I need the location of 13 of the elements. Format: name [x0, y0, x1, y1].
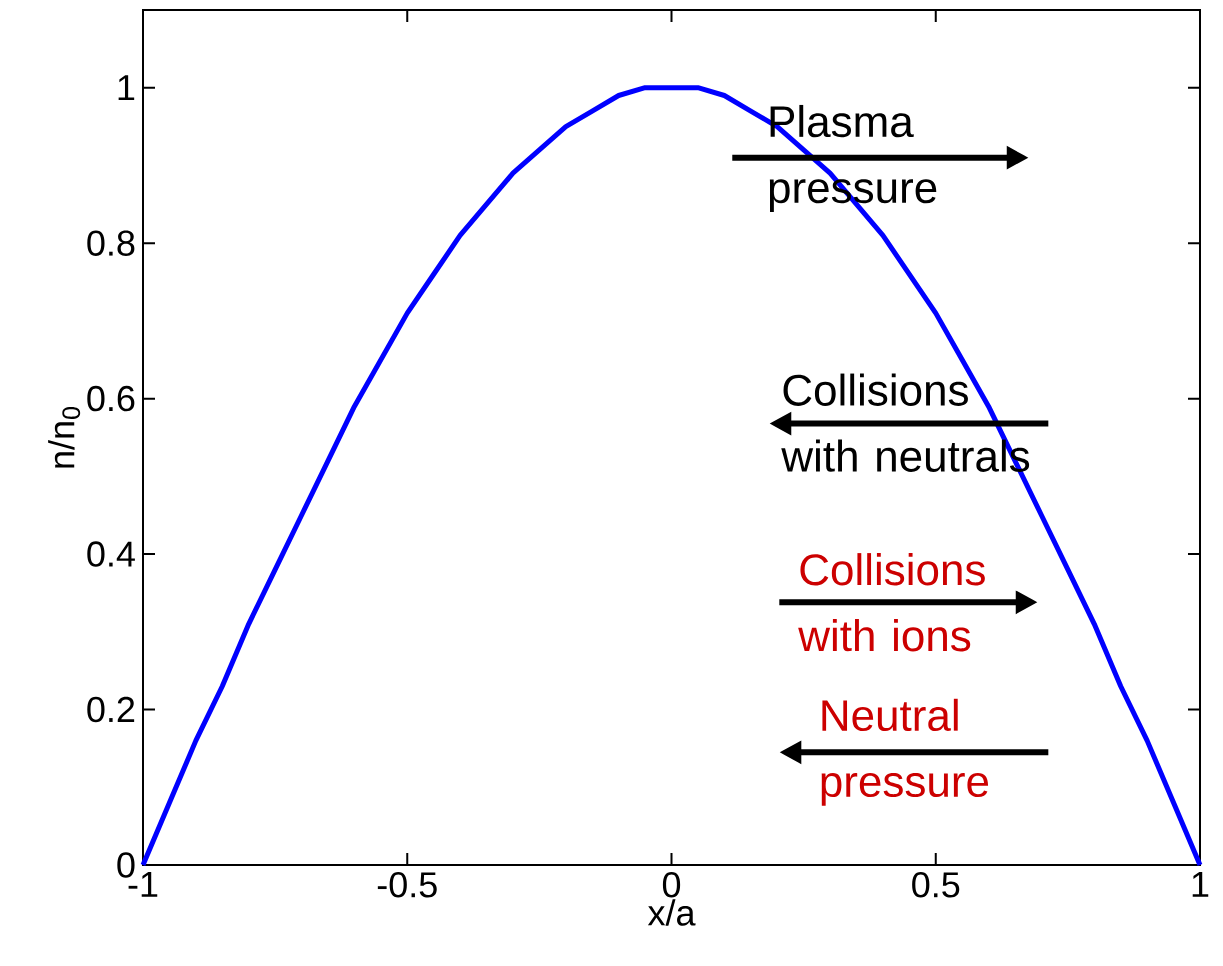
x-tick-label: -0.5	[377, 872, 437, 898]
x-tick-label: 0.5	[912, 872, 960, 898]
x-axis-title: x/a	[647, 899, 696, 926]
y-axis-title: n/n$_{0}$	[48, 406, 81, 468]
y-tick-label: 0.6	[87, 385, 135, 412]
y-tick-label: 0.2	[87, 696, 135, 723]
annotation: Neutral pressure	[821, 698, 989, 806]
y-tick-label: 0.8	[87, 230, 135, 256]
annotation: Collisions with ions	[798, 553, 985, 652]
y-tick-label: 0.4	[87, 541, 135, 567]
x-tick-label: 1	[1192, 872, 1209, 897]
y-tick-label: 1	[118, 75, 135, 101]
x-tick-label: 0	[662, 872, 681, 898]
